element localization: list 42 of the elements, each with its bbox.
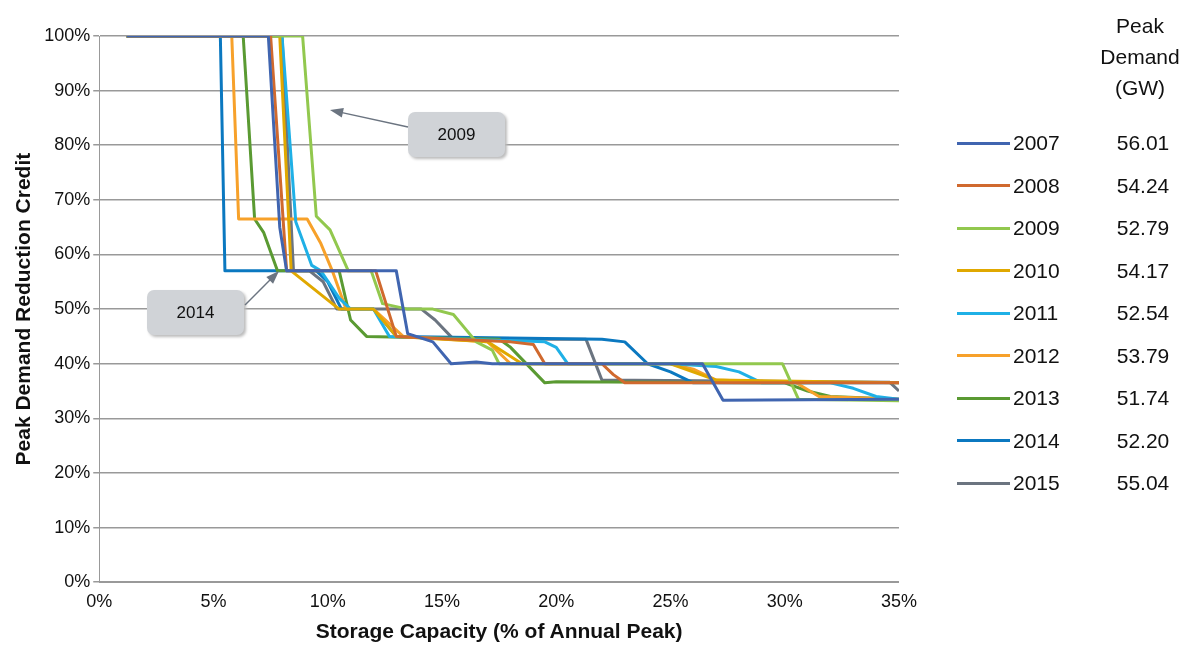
y-tick-label: 40% [54,352,91,373]
y-tick-label: 80% [54,134,91,155]
x-axis-title: Storage Capacity (% of Annual Peak) [315,619,683,643]
y-tick-label: 100% [44,24,91,45]
text: 54.17 [1115,258,1171,283]
y-tick-label: 90% [54,79,91,100]
y-tick-label: 60% [54,243,91,264]
y-tick-label: 0% [64,571,91,592]
legend-label: 2013 [1013,386,1061,410]
text: 52.54 [1115,301,1171,325]
text: 55.04 [1115,471,1171,495]
text: 56.01 [1115,131,1171,155]
y-tick-label: 10% [54,516,91,537]
legend-label: 2015 [1013,471,1061,495]
legend-label: 2012 [1013,343,1061,368]
text: 51.74 [1115,386,1171,410]
text: 54.24 [1115,173,1171,198]
legend-label: 2014 [1013,428,1061,453]
callout-box: 2009 [408,112,505,157]
text: 52.79 [1115,216,1171,240]
legend-title: Peak Demand (GW) [1099,13,1181,101]
y-tick-label: 70% [54,188,91,209]
y-axis-title: Peak Demand Reduction Credit [11,152,35,466]
legend-label: 2010 [1013,258,1061,283]
y-tick-label: 30% [54,407,91,428]
legend-label: 2011 [1013,301,1060,325]
x-tick-label: 30% [766,590,803,611]
x-tick-label: 0% [86,590,113,611]
y-tick-label: 50% [54,298,91,319]
y-tick-label: 20% [54,461,91,482]
legend-label: 2008 [1013,173,1061,198]
x-tick-label: 15% [423,590,460,611]
text: 53.79 [1115,343,1171,368]
text: 52.20 [1115,428,1171,453]
callout-box: 2014 [147,290,244,335]
x-tick-label: 35% [880,590,917,611]
legend-label: 2007 [1013,131,1061,155]
x-tick-label: 5% [200,590,227,611]
legend-label: 2009 [1013,216,1061,240]
x-tick-label: 10% [309,590,346,611]
x-tick-label: 20% [538,590,575,611]
x-tick-label: 25% [652,590,689,611]
